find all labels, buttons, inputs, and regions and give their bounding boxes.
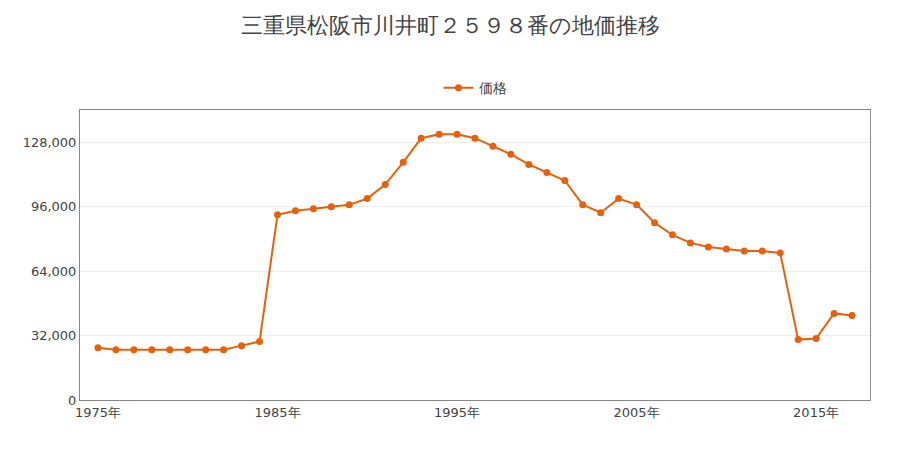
svg-text:2005年: 2005年 [614, 405, 660, 420]
svg-text:0: 0 [68, 393, 76, 408]
svg-text:96,000: 96,000 [31, 199, 77, 214]
svg-text:三重県松阪市川井町２５９８番の地価推移: 三重県松阪市川井町２５９８番の地価推移 [241, 13, 660, 38]
svg-text:1995年: 1995年 [434, 405, 480, 420]
svg-text:1975年: 1975年 [75, 405, 121, 420]
svg-text:32,000: 32,000 [31, 328, 77, 343]
svg-text:128,000: 128,000 [23, 135, 77, 150]
svg-text:64,000: 64,000 [31, 264, 77, 279]
svg-text:1985年: 1985年 [254, 405, 300, 420]
svg-text:2015年: 2015年 [793, 405, 839, 420]
svg-text:価格: 価格 [479, 80, 507, 96]
